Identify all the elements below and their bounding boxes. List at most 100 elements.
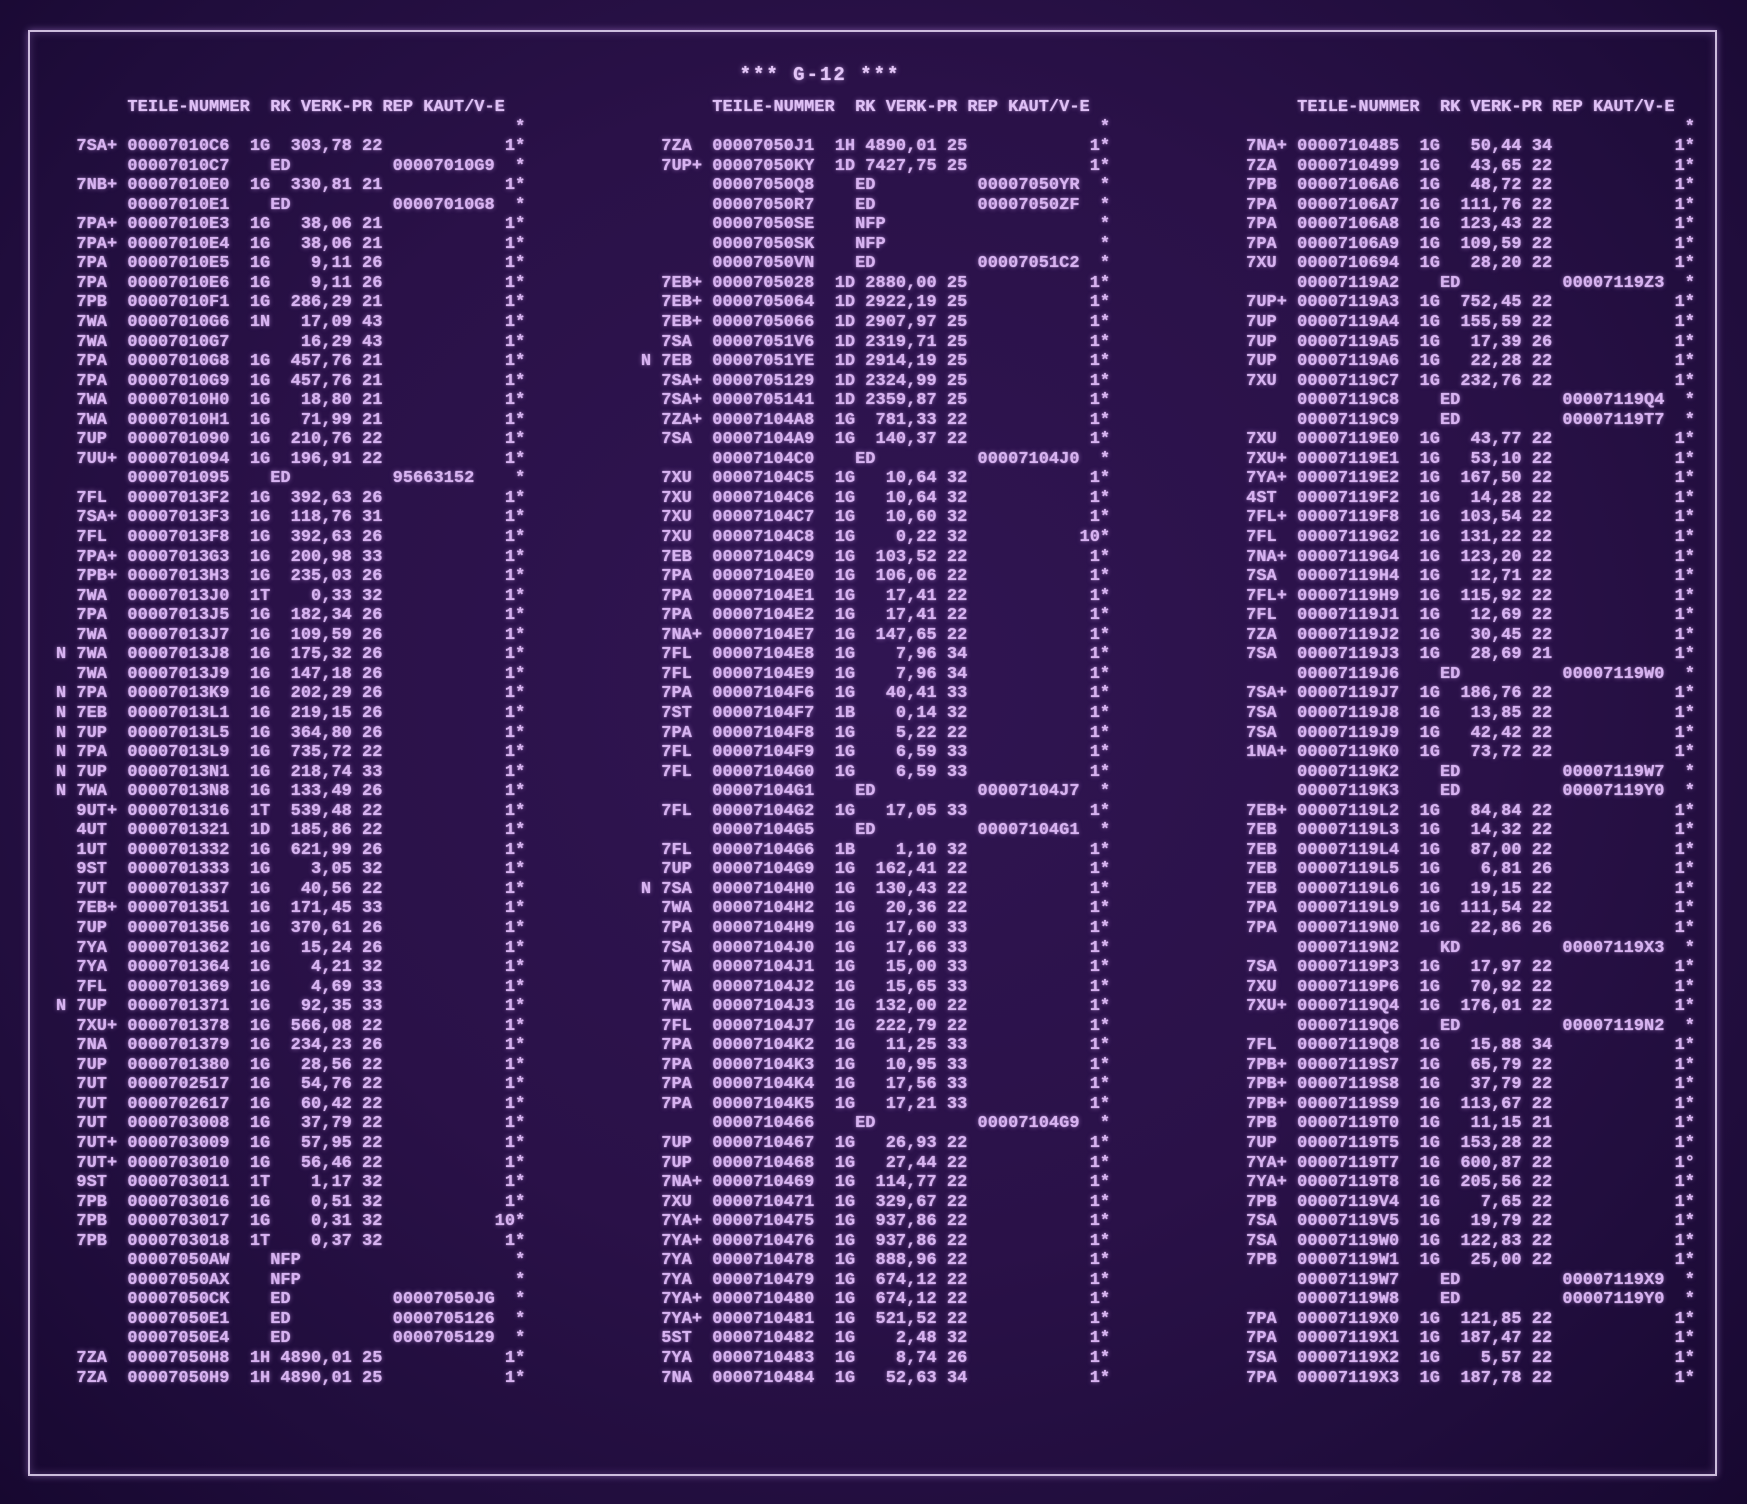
table-row: 00007119N2 KD 00007119X3 * xyxy=(1225,938,1695,958)
table-row: 9ST 0000703011 1T 1,17 32 1* xyxy=(56,1173,526,1193)
table-row: 7YA+ 0000710480 1G 674,12 22 1* xyxy=(640,1290,1111,1310)
table-row: 7PB+ 00007013H3 1G 235,03 26 1* xyxy=(56,567,526,587)
table-row: 7FL 00007104G6 1B 1,10 32 1* xyxy=(640,840,1111,860)
table-row: 7UP 00007119T5 1G 153,28 22 1* xyxy=(1225,1133,1695,1153)
table-row: 00007050SK NFP * xyxy=(640,234,1111,254)
table-row: 9ST 0000701333 1G 3,05 32 1* xyxy=(56,860,526,880)
table-row: 7WA 00007010G6 1N 17,09 43 1* xyxy=(56,313,526,333)
table-row: 7EB 00007104C9 1G 103,52 22 1* xyxy=(640,547,1111,567)
table-row: 7XU+ 00007119E1 1G 53,10 22 1* xyxy=(1225,449,1695,469)
table-row: 00007050R7 ED 00007050ZF * xyxy=(640,195,1111,215)
table-row: 7XU 00007119E0 1G 43,77 22 1* xyxy=(1225,430,1695,450)
table-row: 4UT 0000701321 1D 185,86 22 1* xyxy=(56,821,526,841)
table-row: 7PA 00007013J5 1G 182,34 26 1* xyxy=(56,606,526,626)
table-row: 7XU 00007104C8 1G 0,22 32 10* xyxy=(640,528,1111,548)
table-row: 00007104G1 ED 00007104J7 * xyxy=(640,782,1111,802)
table-row: 7NA+ 0000710485 1G 50,44 34 1* xyxy=(1225,137,1695,157)
table-row: 7WA 00007013J7 1G 109,59 26 1* xyxy=(56,625,526,645)
table-row: 00007050SE NFP * xyxy=(640,215,1111,235)
table-row: 7PA 00007104F6 1G 40,41 33 1* xyxy=(640,684,1111,704)
column-header: TEILE-NUMMER RK VERK-PR REP KAUT/V-E xyxy=(1225,98,1675,117)
table-row: 7YA+ 00007119E2 1G 167,50 22 1* xyxy=(1225,469,1695,489)
table-row: N 7UP 0000701371 1G 92,35 33 1* xyxy=(56,997,526,1017)
table-row: 7UP 0000701356 1G 370,61 26 1* xyxy=(56,918,526,938)
table-row: 7PA 00007010E5 1G 9,11 26 1* xyxy=(56,254,526,274)
table-row: 7SA 00007119W0 1G 122,83 22 1* xyxy=(1225,1231,1695,1251)
table-row: 00007050E4 ED 0000705129 * xyxy=(56,1329,526,1349)
table-row: 7EB 00007119L3 1G 14,32 22 1* xyxy=(1225,821,1695,841)
table-row: 7UT 0000703008 1G 37,79 22 1* xyxy=(56,1114,526,1134)
table-row: N 7EB 00007013L1 1G 219,15 26 1* xyxy=(56,703,526,723)
table-row: 7EB+ 0000701351 1G 171,45 33 1* xyxy=(56,899,526,919)
table-row: 7SA 00007104J0 1G 17,66 33 1* xyxy=(640,938,1111,958)
table-row: 7UP 0000710468 1G 27,44 22 1* xyxy=(640,1153,1111,1173)
table-row: 7WA 00007104J1 1G 15,00 33 1* xyxy=(640,958,1111,978)
table-row: 7SA 00007119X2 1G 5,57 22 1* xyxy=(1225,1349,1695,1368)
table-row: 00007010C7 ED 00007010G9 * xyxy=(56,156,526,176)
table-row: 7UP 00007119A6 1G 22,28 22 1* xyxy=(1225,352,1695,372)
table-row: 4ST 00007119F2 1G 14,28 22 1* xyxy=(1225,488,1695,508)
table-row: 7PA 00007104E2 1G 17,41 22 1* xyxy=(640,606,1111,626)
table-row: 7WA 00007013J9 1G 147,18 26 1* xyxy=(56,664,526,684)
table-row: 7NA+ 0000710469 1G 114,77 22 1* xyxy=(640,1173,1111,1193)
table-row: 7WA 00007013J0 1T 0,33 32 1* xyxy=(56,586,526,606)
table-row: 7PB 00007010F1 1G 286,29 21 1* xyxy=(56,293,526,313)
table-row: 7PA 00007104E1 1G 17,41 22 1* xyxy=(640,586,1111,606)
table-row: 7FL 00007104G0 1G 6,59 33 1* xyxy=(640,762,1111,782)
table-row: 7PA+ 00007010E4 1G 38,06 21 1* xyxy=(56,234,526,254)
table-row: 7SA 00007119V5 1G 19,79 22 1* xyxy=(1225,1212,1695,1232)
table-row: 5ST 0000710482 1G 2,48 32 1* xyxy=(640,1329,1111,1349)
table-row: 7UT+ 0000703009 1G 57,95 22 1* xyxy=(56,1133,526,1153)
table-row: 7SA 00007119J8 1G 13,85 22 1* xyxy=(1225,703,1695,723)
table-row: 7PA 00007106A7 1G 111,76 22 1* xyxy=(1225,195,1695,215)
table-row: 7PB+ 00007119S8 1G 37,79 22 1* xyxy=(1225,1075,1695,1095)
table-row: 7ZA 00007050H9 1H 4890,01 25 1* xyxy=(56,1368,526,1388)
table-row: 7FL 00007104E9 1G 7,96 34 1* xyxy=(640,664,1111,684)
table-row: 7NB+ 00007010E0 1G 330,81 21 1* xyxy=(56,176,526,196)
table-row: 00007119C8 ED 00007119Q4 * xyxy=(1225,391,1695,411)
table-row: 7PA 00007119X0 1G 121,85 22 1* xyxy=(1225,1309,1695,1329)
table-row: 7WA 00007104J2 1G 15,65 33 1* xyxy=(640,977,1111,997)
table-row: 7UT 0000702517 1G 54,76 22 1* xyxy=(56,1075,526,1095)
table-row: N 7PA 00007013K9 1G 202,29 26 1* xyxy=(56,684,526,704)
table-row: 7YA 0000710479 1G 674,12 22 1* xyxy=(640,1270,1111,1290)
table-row: 9UT+ 0000701316 1T 539,48 22 1* xyxy=(56,801,526,821)
table-row: 00007050CK ED 00007050JG * xyxy=(56,1290,526,1310)
table-row: 7ZA+ 00007104A8 1G 781,33 22 1* xyxy=(640,410,1111,430)
table-row: 7EB 00007119L4 1G 87,00 22 1* xyxy=(1225,840,1695,860)
table-row: 00007119J6 ED 00007119W0 * xyxy=(1225,664,1695,684)
table-row: 7ST 00007104F7 1B 0,14 32 1* xyxy=(640,703,1111,723)
table-row: 7YA+ 0000710476 1G 937,86 22 1* xyxy=(640,1231,1111,1251)
table-row: 00007050VN ED 00007051C2 * xyxy=(640,254,1111,274)
table-row: 7PA 00007104H9 1G 17,60 33 1* xyxy=(640,918,1111,938)
table-row: N 7WA 00007013J8 1G 175,32 26 1* xyxy=(56,645,526,665)
parts-column-middle: TEILE-NUMMER RK VERK-PR REP KAUT/V-E * 7… xyxy=(641,98,1110,1388)
table-row: 7ZA 0000710499 1G 43,65 22 1* xyxy=(1225,156,1695,176)
table-row: 7PA 00007104E0 1G 106,06 22 1* xyxy=(640,567,1111,587)
table-row: 7WA 00007104H2 1G 20,36 22 1* xyxy=(640,899,1111,919)
table-row: 7XU 0000710694 1G 28,20 22 1* xyxy=(1225,254,1695,274)
table-row: 7UT 0000701337 1G 40,56 22 1* xyxy=(56,879,526,899)
column-header: TEILE-NUMMER RK VERK-PR REP KAUT/V-E xyxy=(56,98,505,117)
table-row: 7SA+ 00007013F3 1G 118,76 31 1* xyxy=(56,508,526,528)
table-row: 7SA+ 0000705129 1D 2324,99 25 1* xyxy=(640,371,1111,391)
header-star-row: * xyxy=(56,117,526,137)
table-row: 7XU+ 00007119Q4 1G 176,01 22 1* xyxy=(1225,997,1695,1017)
table-row: 00007104C0 ED 00007104J0 * xyxy=(640,449,1111,469)
table-row: 7FL 00007104F9 1G 6,59 33 1* xyxy=(640,743,1111,763)
table-row: 7WA 00007010H0 1G 18,80 21 1* xyxy=(56,391,526,411)
table-row: 7ZA 00007050J1 1H 4890,01 25 1* xyxy=(640,137,1111,157)
table-row: 7FL 00007104G2 1G 17,05 33 1* xyxy=(640,801,1111,821)
table-row: 7WA 00007010H1 1G 71,99 21 1* xyxy=(56,410,526,430)
table-row: 7WA 00007104J3 1G 132,00 22 1* xyxy=(640,997,1111,1017)
table-row: 7EB 00007119L5 1G 6,81 26 1* xyxy=(1225,860,1695,880)
table-row: 7ZA 00007119J2 1G 30,45 22 1* xyxy=(1225,625,1695,645)
table-row: N 7EB 00007051YE 1D 2914,19 25 1* xyxy=(640,352,1111,372)
table-row: 7UU+ 0000701094 1G 196,91 22 1* xyxy=(56,449,526,469)
table-row: 7PB 00007119V4 1G 7,65 22 1* xyxy=(1225,1192,1695,1212)
table-row: 7PA 00007119X3 1G 187,78 22 1* xyxy=(1225,1368,1695,1388)
table-row: 00007119A2 ED 00007119Z3 * xyxy=(1225,273,1695,293)
table-row: 7YA 0000710478 1G 888,96 22 1* xyxy=(640,1251,1111,1271)
page-title: *** G-12 *** xyxy=(739,64,901,86)
table-row: 7SA 00007119H4 1G 12,71 22 1* xyxy=(1225,567,1695,587)
